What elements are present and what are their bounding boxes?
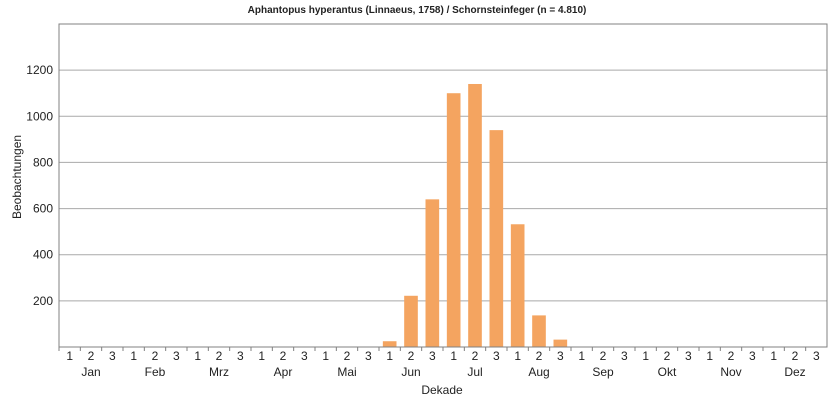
dekade-tick-label: 2	[472, 349, 479, 363]
bar	[489, 130, 504, 347]
dekade-tick-label: 3	[109, 349, 116, 363]
bar-layer	[361, 83, 589, 348]
dekade-tick-label: 1	[130, 349, 137, 363]
dekade-tick-label: 2	[408, 349, 415, 363]
dekade-tick-label: 1	[258, 349, 265, 363]
bar	[468, 83, 482, 347]
dekade-tick-label: 3	[493, 349, 500, 363]
month-label: Nov	[720, 365, 741, 379]
dekade-tick-label: 1	[514, 349, 521, 363]
dekade-tick-label: 1	[322, 349, 329, 363]
y-tick-label: 200	[33, 294, 53, 308]
dekade-tick-label: 3	[429, 349, 436, 363]
bar	[404, 295, 418, 347]
dekade-tick-label: 3	[813, 349, 820, 363]
dekade-tick-label: 3	[365, 349, 372, 363]
y-axis-title: Beobachtungen	[10, 135, 24, 219]
dekade-tick-label: 1	[706, 349, 713, 363]
y-tick-label: 600	[33, 202, 53, 216]
y-tick-label: 400	[33, 248, 53, 262]
month-label: Dez	[784, 365, 805, 379]
dekade-tick-label: 2	[280, 349, 287, 363]
dekade-tick-label: 3	[557, 349, 564, 363]
dekade-tick-label: 1	[66, 349, 73, 363]
dekade-tick-label: 1	[578, 349, 585, 363]
month-label: Okt	[658, 365, 677, 379]
dekade-tick-label: 2	[152, 349, 159, 363]
dekade-tick-label: 1	[642, 349, 649, 363]
month-label: Jun	[401, 365, 420, 379]
dekade-tick-label: 3	[621, 349, 628, 363]
axis-layer: 200 400 600 800 1000 1200	[26, 23, 828, 351]
dekade-tick-label: 2	[600, 349, 607, 363]
dekade-tick-label: 2	[216, 349, 223, 363]
dekade-tick-label: 2	[536, 349, 543, 363]
y-tick-label: 1200	[26, 63, 53, 77]
month-label: Aug	[528, 365, 549, 379]
plot-frame	[58, 23, 828, 348]
bar	[510, 224, 525, 347]
bar	[425, 199, 440, 347]
dekade-tick-label: 3	[749, 349, 756, 363]
month-label: Mrz	[209, 365, 229, 379]
month-label: Jan	[81, 365, 100, 379]
dekade-tick-label: 3	[301, 349, 308, 363]
dekade-tick-label: 3	[685, 349, 692, 363]
x-axis-title: Dekade	[421, 383, 463, 397]
y-tick-label: 1000	[26, 109, 53, 123]
month-label: Feb	[145, 365, 166, 379]
dekade-tick-label: 2	[728, 349, 735, 363]
dekade-tick-label: 2	[344, 349, 351, 363]
month-label: Apr	[274, 365, 293, 379]
dekade-tick-label: 3	[173, 349, 180, 363]
dekade-tick-label: 2	[88, 349, 95, 363]
bar	[532, 315, 546, 347]
bar	[553, 339, 568, 347]
chart-title: Aphantopus hyperantus (Linnaeus, 1758) /…	[248, 5, 587, 16]
dekade-tick-label: 1	[194, 349, 201, 363]
dekade-tick-label: 1	[450, 349, 457, 363]
grid-layer	[59, 69, 827, 302]
month-label: Mai	[337, 365, 356, 379]
dekade-tick-label: 3	[237, 349, 244, 363]
month-label: Sep	[592, 365, 614, 379]
bar	[382, 341, 397, 347]
dekade-tick-label: 2	[664, 349, 671, 363]
dekade-tick-label: 2	[792, 349, 799, 363]
month-label: Jul	[467, 365, 482, 379]
y-tick-label: 800	[33, 155, 53, 169]
bar	[446, 93, 461, 347]
dekade-tick-label: 1	[386, 349, 393, 363]
dekade-tick-label: 1	[770, 349, 777, 363]
